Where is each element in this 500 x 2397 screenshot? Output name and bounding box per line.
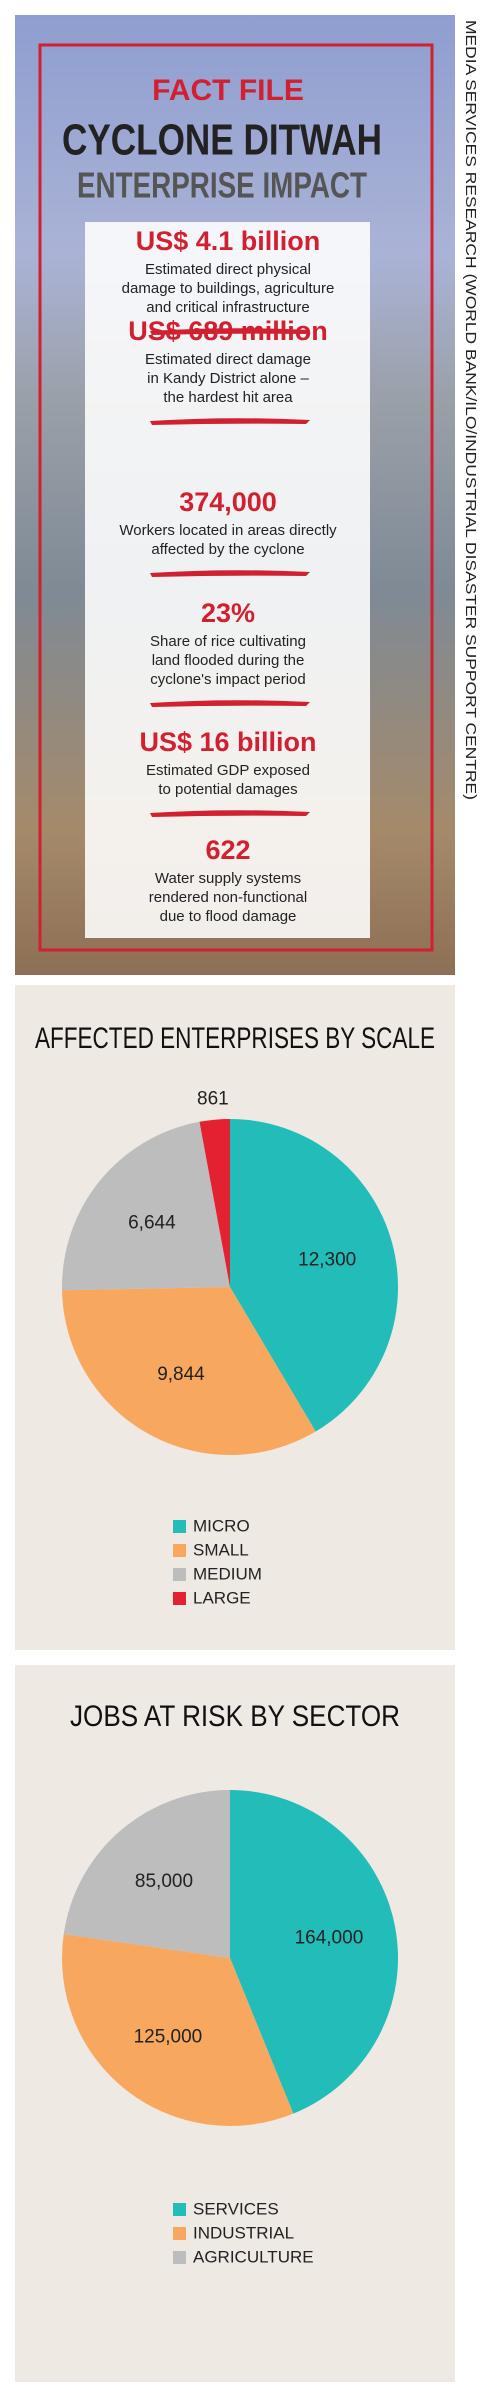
data-label: 85,000 — [135, 1871, 193, 1892]
fact-description: Estimated direct physical — [145, 261, 311, 278]
legend-swatch — [173, 1568, 186, 1581]
fact-description: due to flood damage — [160, 908, 297, 925]
legend-swatch — [173, 2203, 186, 2216]
fact-figure: US$ 689 million — [128, 316, 328, 346]
fact-description: Share of rice cultivating — [150, 633, 306, 650]
fact-description: Workers located in areas directly — [119, 522, 337, 539]
fact-description: damage to buildings, agriculture — [122, 280, 335, 297]
pie-slice — [230, 1790, 399, 2114]
fact-figure: 374,000 — [179, 487, 277, 517]
facts-panel — [85, 222, 370, 938]
fact-description: Water supply systems — [155, 870, 301, 887]
fact-figure: 23% — [201, 598, 255, 628]
fact-figure: US$ 4.1 billion — [136, 226, 321, 256]
data-label: 125,000 — [134, 2026, 203, 2047]
pie-slice — [199, 1119, 230, 1287]
fact-description: the hardest hit area — [163, 389, 293, 406]
pie-slice — [62, 1121, 231, 1291]
brush-stroke — [150, 570, 310, 577]
legend-swatch — [173, 2251, 186, 2264]
source: MEDIA SERVICES RESEARCH (WORLD BANK/ILO/… — [462, 20, 479, 800]
brush-stroke — [150, 418, 310, 425]
legend-label: MEDIUM — [193, 1564, 262, 1583]
legend-swatch — [173, 1520, 186, 1533]
legend-label: LARGE — [193, 1588, 251, 1607]
legend-swatch — [173, 1592, 186, 1605]
data-label: 12,300 — [298, 1249, 356, 1270]
legend-label: AGRICULTURE — [193, 2247, 314, 2266]
brush-stroke — [150, 700, 310, 707]
label: FACT FILE — [152, 74, 304, 107]
pie-slice — [61, 1934, 294, 2127]
pie-slice — [62, 1287, 316, 1455]
fact-description: Estimated direct damage — [145, 351, 311, 368]
legend-label: MICRO — [193, 1516, 250, 1535]
title: CYCLONE DITWAH — [62, 116, 382, 165]
fact-description: Estimated GDP exposed — [146, 762, 310, 779]
pie-slice — [63, 1790, 231, 1958]
data-label: 164,000 — [295, 1928, 364, 1949]
brush-stroke — [150, 810, 310, 817]
fact-description: in Kandy District alone – — [147, 370, 309, 387]
fact-description: cyclone's impact period — [150, 671, 305, 688]
data-label: 9,844 — [157, 1364, 205, 1385]
fact-figure: 622 — [205, 835, 250, 865]
data-label: 861 — [197, 1089, 229, 1110]
fact-description: rendered non-functional — [149, 889, 307, 906]
legend-label: SMALL — [193, 1540, 249, 1559]
fact-description: and critical infrastructure — [146, 299, 309, 316]
frame — [38, 43, 434, 952]
chart-title: JOBS AT RISK BY SECTOR — [70, 1700, 400, 1733]
legend-label: SERVICES — [193, 2199, 279, 2218]
legend-swatch — [173, 2227, 186, 2240]
data-label: 6,644 — [128, 1212, 176, 1233]
fact-description: land flooded during the — [152, 652, 305, 669]
fact-description: to potential damages — [158, 781, 297, 798]
subtitle: ENTERPRISE IMPACT — [77, 165, 367, 206]
brush-stroke — [150, 328, 310, 335]
chart-title: AFFECTED ENTERPRISES BY SCALE — [35, 1022, 435, 1055]
legend-label: INDUSTRIAL — [193, 2223, 294, 2242]
legend-swatch — [173, 1544, 186, 1557]
pie-slice — [230, 1119, 398, 1432]
fact-description: affected by the cyclone — [151, 541, 304, 558]
fact-figure: US$ 16 billion — [139, 727, 316, 757]
